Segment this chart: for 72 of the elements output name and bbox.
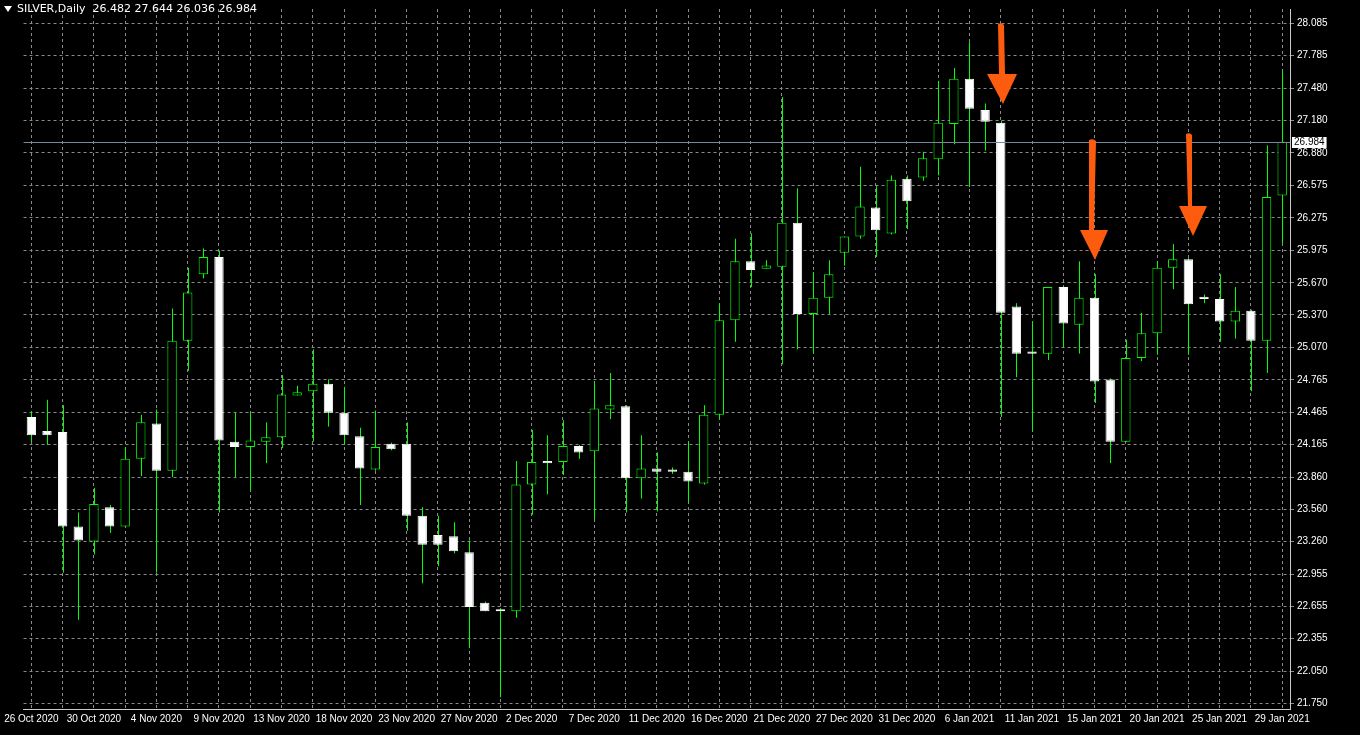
candlestick [605, 372, 615, 420]
y-tick-label: 22.955 [1297, 568, 1329, 580]
candlestick [980, 102, 990, 152]
x-tick-label: 20 Jan 2021 [1129, 712, 1186, 724]
y-tick-label: 22.355 [1297, 632, 1329, 644]
candlestick [527, 429, 537, 516]
candlestick [745, 232, 756, 288]
x-tick-label: 15 Jan 2021 [1067, 712, 1123, 724]
y-tick-label: 25.370 [1297, 308, 1329, 320]
x-tick-label: 27 Nov 2020 [440, 712, 498, 724]
y-tick-label: 24.465 [1297, 405, 1329, 417]
candlestick [558, 419, 568, 476]
candlestick [26, 411, 37, 443]
candlestick [104, 504, 115, 534]
x-tick-label: 27 Dec 2020 [816, 712, 874, 724]
x-tick-label: 2 Dec 2020 [506, 712, 558, 724]
candlestick [42, 399, 52, 446]
y-tick-label: 23.560 [1297, 503, 1329, 515]
y-tick-label: 25.975 [1297, 243, 1329, 255]
y-tick-label: 23.260 [1297, 535, 1329, 547]
x-tick-label: 25 Jan 2021 [1192, 712, 1248, 724]
x-tick-label: 30 Oct 2020 [66, 712, 122, 724]
x-tick-label: 16 Dec 2020 [690, 712, 749, 724]
candlestick [808, 271, 818, 355]
candlestick [1028, 320, 1036, 432]
x-tick-label: 11 Jan 2021 [1004, 712, 1060, 724]
y-tick-label: 26.575 [1297, 179, 1329, 191]
x-tick-label: 11 Dec 2020 [628, 712, 686, 724]
y-tick-label: 27.785 [1297, 49, 1329, 61]
y-tick-label: 28.085 [1297, 17, 1329, 29]
y-tick-label: 24.765 [1297, 373, 1329, 385]
candlestick [261, 421, 271, 464]
candlestick [1214, 273, 1225, 343]
x-tick-label: 26 Oct 2020 [4, 712, 60, 724]
y-tick-label: 22.655 [1297, 600, 1329, 612]
chart-title: SILVER,Daily 26.482 27.644 26.036 26.984 [17, 2, 258, 15]
ref-line-label: 26.984 [1294, 136, 1326, 148]
x-tick-label: 7 Dec 2020 [568, 712, 621, 724]
candlestick [1168, 243, 1178, 290]
candlestick [433, 515, 443, 567]
x-tick-label: 23 Nov 2020 [378, 712, 436, 724]
y-tick-label: 24.165 [1297, 438, 1329, 450]
y-tick-label: 22.050 [1297, 665, 1329, 677]
candlestick [824, 259, 834, 315]
y-tick-label: 25.070 [1297, 340, 1329, 352]
x-tick-label: 4 Nov 2020 [130, 712, 183, 724]
x-tick-label: 9 Nov 2020 [193, 712, 245, 724]
candlestick [1136, 312, 1147, 362]
candlestick [370, 410, 381, 472]
y-tick-label: 26.275 [1297, 211, 1329, 223]
y-tick-label: 27.180 [1297, 114, 1329, 126]
y-tick-label: 27.480 [1297, 82, 1329, 94]
x-tick-label: 13 Nov 2020 [253, 712, 311, 724]
x-tick-label: 29 Jan 2021 [1254, 712, 1311, 724]
y-tick-label: 26.880 [1297, 146, 1329, 158]
candlestick [73, 512, 83, 621]
x-tick-label: 18 Nov 2020 [315, 712, 373, 724]
candlestick [448, 521, 459, 554]
y-tick-label: 21.750 [1297, 697, 1329, 709]
candlestick [917, 151, 928, 182]
y-tick-label: 25.670 [1297, 276, 1329, 288]
candlestick [839, 236, 850, 267]
candlestick [339, 386, 349, 446]
candlestick [870, 185, 881, 258]
candlestick [636, 434, 646, 500]
x-tick-label: 31 Dec 2020 [878, 712, 936, 724]
x-tick-label: 21 Dec 2020 [753, 712, 811, 724]
candlestick [902, 174, 912, 230]
candlestick [198, 247, 209, 279]
x-tick-label: 6 Jan 2021 [944, 712, 995, 724]
candlestick [683, 441, 693, 504]
y-tick-label: 23.860 [1297, 470, 1329, 482]
